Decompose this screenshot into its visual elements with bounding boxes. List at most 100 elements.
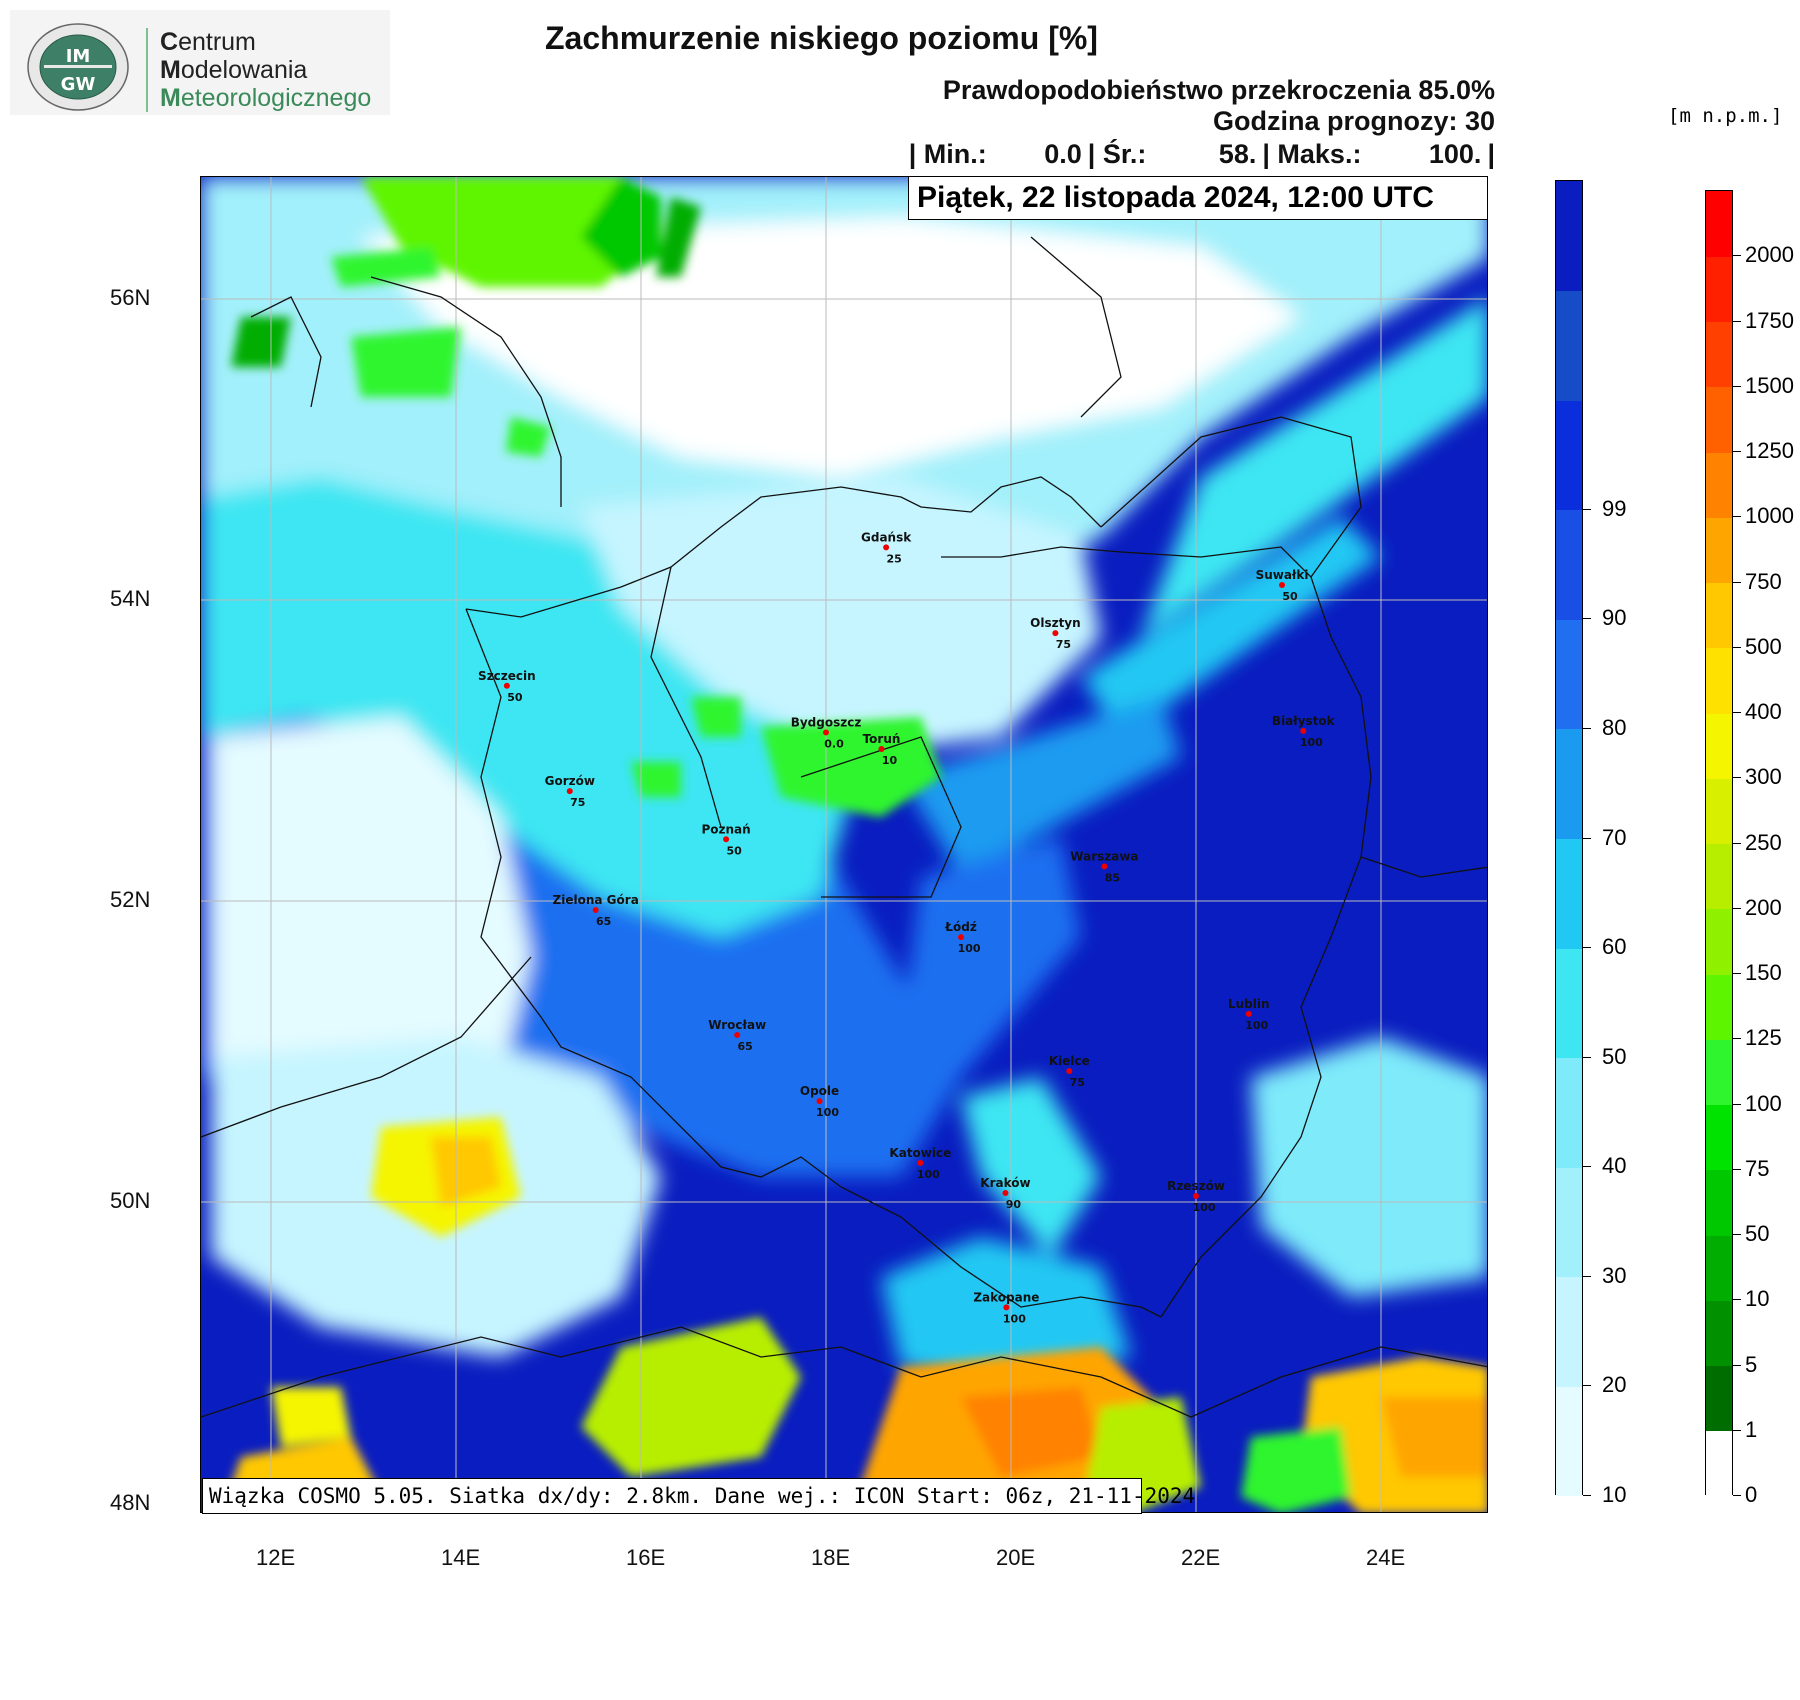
forecast-hour-label: Godzina prognozy: 30 (1212, 106, 1495, 136)
stats-sep: | Maks.: (1262, 139, 1362, 169)
colorbar-tick-mark (1733, 581, 1741, 583)
stats-sep: | (1487, 139, 1495, 169)
city-marker: Opole 100 (800, 1084, 839, 1119)
city-name: Łódź (944, 920, 977, 934)
logo-line-centrum: Centrum (160, 30, 256, 55)
city-name: Gorzów (545, 774, 595, 788)
graticule (201, 177, 1487, 1512)
logo-line-modelowania: Modelowania (160, 58, 307, 83)
colorbar-tick-mark (1733, 842, 1741, 844)
colorbar-tick-label: 1 (1745, 1416, 1758, 1442)
probability-label: Prawdopodobieństwo przekroczenia 85.0% (942, 75, 1495, 105)
city-marker: Zielona Góra 65 (553, 893, 639, 928)
lat-label: 48N (110, 1490, 151, 1515)
city-value: 10 (882, 754, 898, 767)
forecast-map[interactable]: Gdańsk 25 Suwałki 50 Olsztyn 75 Szczecin 50 Bydg… (200, 176, 1488, 1513)
city-dot (1245, 1010, 1252, 1017)
imgw-logo: IM GW Centrum Modelowania Meteorologiczn… (10, 10, 390, 115)
city-marker: Olsztyn 75 (1030, 616, 1081, 651)
logo-initial: M (160, 84, 181, 112)
logo-initial: M (160, 56, 181, 84)
city-value: 65 (738, 1040, 753, 1053)
city-marker: Warszawa 85 (1070, 849, 1138, 884)
colorbar-tick-label: 20 (1602, 1372, 1627, 1398)
colorbar-tick-label: 75 (1745, 1155, 1770, 1181)
date-label: Piątek, 22 listopada 2024, 12:00 UTC (908, 176, 1488, 220)
terrain-unit-label: [m n.p.m.] (1668, 105, 1783, 127)
colorbar-tick-label: 80 (1602, 714, 1627, 740)
colorbar-segment (1556, 1276, 1582, 1387)
colorbar-tick-mark (1583, 1166, 1591, 1168)
city-name: Suwałki (1256, 568, 1309, 582)
colorbar-tick-label: 1750 (1745, 307, 1794, 333)
colorbar-tick-mark (1733, 1103, 1741, 1105)
city-name: Gdańsk (861, 530, 912, 544)
colorbar-segment (1706, 713, 1732, 779)
colorbar-segment (1706, 1300, 1732, 1366)
lon-label: 14E (441, 1545, 481, 1570)
colorbar-tick-label: 150 (1745, 960, 1782, 985)
colorbar-tick-mark (1733, 1168, 1741, 1170)
colorbar-tick-mark (1583, 618, 1591, 620)
city-value: 100 (1003, 1312, 1026, 1325)
city-value: 100 (816, 1106, 839, 1119)
colorbar-segment (1556, 509, 1582, 620)
colorbar-segment (1706, 321, 1732, 388)
logo-text: odelowania (180, 56, 308, 84)
lat-label: 52N (110, 887, 151, 912)
colorbar-tick-label: 5 (1745, 1351, 1758, 1377)
colorbar-tick-mark (1733, 516, 1741, 518)
map-title: Zachmurzenie niskiego poziomu [%] (545, 20, 1098, 56)
city-marker: Kielce 75 (1049, 1054, 1090, 1089)
city-dot (1003, 1304, 1010, 1311)
colorbar-tick-mark (1733, 1364, 1741, 1366)
colorbar-tick-label: 99 (1602, 495, 1627, 521)
colorbar-segment (1706, 582, 1732, 649)
colorbar-tick-mark (1733, 646, 1741, 648)
city-marker: Suwałki 50 (1256, 568, 1309, 603)
city-value: 100 (1245, 1019, 1268, 1032)
colorbar-tick-label: 10 (1745, 1286, 1770, 1312)
city-name: Poznań (701, 822, 750, 836)
city-name: Warszawa (1070, 849, 1138, 863)
city-dot (566, 788, 573, 795)
colorbar-tick-label: 30 (1602, 1262, 1627, 1288)
stats-min: 0.0 (1044, 139, 1082, 169)
stats-avg: 58. (1218, 139, 1257, 169)
city-marker: Katowice 100 (889, 1146, 951, 1181)
colorbar-segment (1706, 1169, 1732, 1236)
colorbar-tick-label: 1000 (1745, 503, 1794, 529)
city-dot (734, 1031, 741, 1038)
colorbar-tick-mark (1733, 1299, 1741, 1301)
colorbar-tick-label: 300 (1745, 764, 1782, 790)
city-marker: Zakopane 100 (973, 1290, 1039, 1325)
city-value: 100 (1193, 1201, 1216, 1214)
city-marker: Kraków 90 (980, 1176, 1030, 1211)
colorbar-tick-mark (1733, 255, 1741, 257)
lon-label: 16E (626, 1545, 666, 1570)
cloud-colorbar (1555, 180, 1583, 1497)
city-name: Zakopane (973, 1290, 1039, 1304)
borders (201, 236, 1487, 1418)
colorbar-tick-label: 500 (1745, 633, 1782, 659)
colorbar-tick-mark (1583, 947, 1591, 949)
colorbar-tick-mark (1583, 727, 1591, 729)
city-marker: Bydgoszcz 0.0 (791, 715, 862, 750)
city-name: Lublin (1228, 997, 1270, 1011)
logo-divider (146, 28, 148, 112)
city-dot (883, 544, 890, 551)
colorbar-tick-label: 400 (1745, 699, 1782, 724)
stats-line: | Min.: 0.0 | Śr.: 58. | Maks.: 100. | (909, 139, 1495, 170)
city-dot (878, 745, 885, 752)
logo-initial: C (160, 28, 179, 56)
colorbar-segment (1706, 1365, 1732, 1432)
stats-sep: | Śr.: (1087, 139, 1147, 169)
lon-label: 20E (996, 1545, 1036, 1570)
city-marker: Gorzów 75 (545, 774, 595, 809)
terrain-colorbar (1705, 190, 1733, 1497)
colorbar-segment (1706, 908, 1732, 975)
city-name: Rzeszów (1167, 1179, 1225, 1193)
colorbar-tick-mark (1733, 385, 1741, 387)
city-dot (958, 934, 965, 941)
colorbar-tick-label: 200 (1745, 894, 1782, 920)
